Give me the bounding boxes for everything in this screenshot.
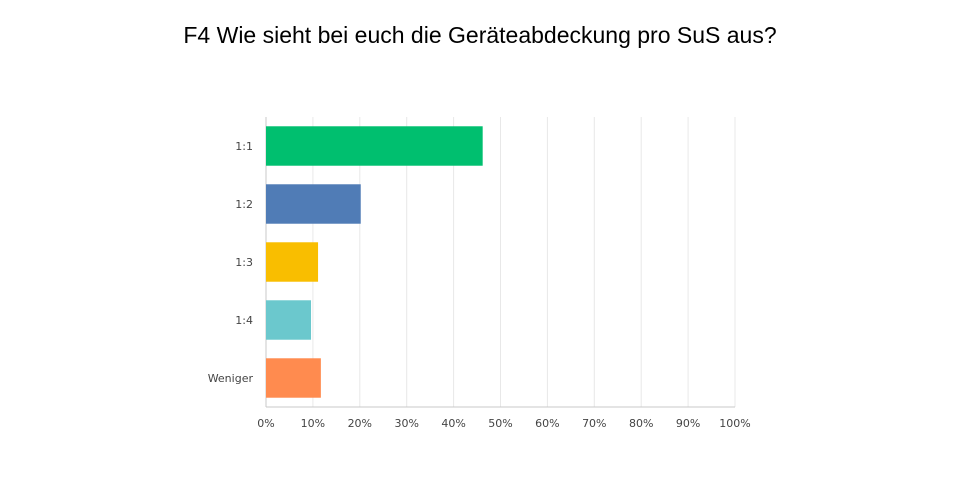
y-category-label: 1:3: [235, 256, 253, 269]
y-category-label: 1:2: [235, 198, 253, 211]
bar-1-4: [266, 300, 312, 340]
x-tick-label: 30%: [394, 417, 418, 430]
x-tick-label: 70%: [582, 417, 606, 430]
x-tick-label: 80%: [629, 417, 653, 430]
y-category-label: 1:4: [235, 314, 253, 327]
x-tick-label: 90%: [676, 417, 700, 430]
x-tick-label: 20%: [348, 417, 372, 430]
bar-1-2: [266, 184, 361, 224]
bar-1-1: [266, 126, 483, 166]
y-category-label: 1:1: [235, 140, 253, 153]
chart-title: F4 Wie sieht bei euch die Geräteabdeckun…: [183, 22, 777, 48]
bar-weniger: [266, 358, 321, 398]
x-tick-label: 40%: [441, 417, 465, 430]
x-tick-label: 60%: [535, 417, 559, 430]
y-category-label: Weniger: [208, 372, 254, 385]
x-tick-label: 100%: [719, 417, 750, 430]
x-tick-label: 50%: [488, 417, 512, 430]
bar-1-3: [266, 242, 319, 282]
x-tick-label: 0%: [257, 417, 274, 430]
x-tick-label: 10%: [301, 417, 325, 430]
